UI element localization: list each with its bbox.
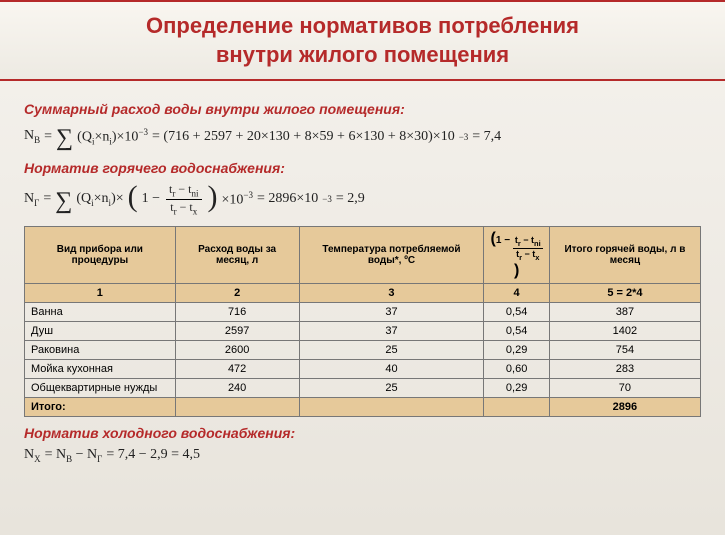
page-title: Определение нормативов потребления внутр… [20,12,705,69]
total-value: 2896 [549,397,700,416]
cell-hot: 70 [549,378,700,397]
cell-coef: 0,54 [484,302,549,321]
table-index-row: 1 2 3 4 5 = 2*4 [25,283,701,302]
cell-coef: 0,54 [484,321,549,340]
cell-name: Душ [25,321,176,340]
cell-hot: 387 [549,302,700,321]
cell-hot: 1402 [549,321,700,340]
cell-hot: 283 [549,359,700,378]
cell-name: Раковина [25,340,176,359]
idx-4: 4 [484,283,549,302]
idx-3: 3 [299,283,484,302]
col-coef: (1 − tr − tni tr − tx ) [484,227,549,284]
idx-5: 5 = 2*4 [549,283,700,302]
content-area: Суммарный расход воды внутри жилого поме… [0,81,725,481]
cell-flow: 716 [175,302,299,321]
sum-arg: (Qi×ni)×10−3 [77,127,148,146]
total-blank-2 [299,397,484,416]
var-nb: NВ [24,128,40,145]
cell-name: Ванна [25,302,176,321]
cell-temp: 37 [299,321,484,340]
col-flow: Расход воды за месяц, л [175,227,299,284]
mid-2: = 2896×10 [257,191,318,207]
idx-2: 2 [175,283,299,302]
total-blank-1 [175,397,299,416]
cell-temp: 25 [299,340,484,359]
idx-1: 1 [25,283,176,302]
table-header-row: Вид прибора или процедуры Расход воды за… [25,227,701,284]
sigma-icon: ∑ [56,125,73,152]
paren-left-icon: ( [128,180,138,214]
paren-right-icon: ) [208,180,218,214]
var-ng: NГ [24,191,39,208]
title-band: Определение нормативов потребления внутр… [0,0,725,81]
var-nx: NХ [24,447,41,464]
sigma-icon: ∑ [55,188,72,215]
cell-temp: 37 [299,302,484,321]
cell-coef: 0,60 [484,359,549,378]
sum-arg-2: (Qi×ni)× [76,191,123,208]
table-row: Раковина2600250,29754 [25,340,701,359]
table-row: Мойка кухонная472400,60283 [25,359,701,378]
cell-hot: 754 [549,340,700,359]
result-2: = 2,9 [336,191,365,207]
col-hot: Итого горячей воды, л в месяц [549,227,700,284]
times-exp: ×10−3 [222,190,253,209]
title-line2: внутри жилого помещения [216,42,509,67]
consumption-table: Вид прибора или процедуры Расход воды за… [24,226,701,417]
cell-coef: 0,29 [484,378,549,397]
total-label: Итого: [25,397,176,416]
exp-1: −3 [459,132,469,142]
formula-hot-water: NГ = ∑ (Qi×ni)× ( 1 − tr − tni tr − tx )… [24,182,701,216]
cell-name: Мойка кухонная [25,359,176,378]
section3-heading: Норматив холодного водоснабжения: [24,425,701,441]
expr-numbers: = (716 + 2597 + 20×130 + 8×59 + 6×130 + … [152,129,455,145]
table-row: Общеквартирные нужды240250,2970 [25,378,701,397]
col-temp: Температура потребляемой воды*, ºС [299,227,484,284]
col-device: Вид прибора или процедуры [25,227,176,284]
equals-sign: = [43,191,51,207]
fraction-temp: tr − tni tr − tx [166,182,201,216]
eq: = NВ − NГ [45,447,103,464]
table-row: Душ2597370,541402 [25,321,701,340]
one-minus: 1 − [142,191,160,207]
cell-name: Общеквартирные нужды [25,378,176,397]
cell-flow: 472 [175,359,299,378]
table-body: Ванна716370,54387Душ2597370,541402Ракови… [25,302,701,397]
result-3: = 7,4 − 2,9 = 4,5 [106,447,200,463]
result-1: = 7,4 [472,129,501,145]
cell-flow: 2600 [175,340,299,359]
cell-flow: 240 [175,378,299,397]
cell-coef: 0,29 [484,340,549,359]
cell-temp: 25 [299,378,484,397]
total-blank-3 [484,397,549,416]
section1-heading: Суммарный расход воды внутри жилого поме… [24,101,701,117]
exp-2: −3 [322,194,332,204]
equals-sign: = [44,129,52,145]
formula-cold-water: NХ = NВ − NГ = 7,4 − 2,9 = 4,5 [24,447,701,464]
table-row: Ванна716370,54387 [25,302,701,321]
table-total-row: Итого: 2896 [25,397,701,416]
title-line1: Определение нормативов потребления [146,13,579,38]
formula-total-water: NВ = ∑ (Qi×ni)×10−3 = (716 + 2597 + 20×1… [24,123,701,150]
cell-temp: 40 [299,359,484,378]
cell-flow: 2597 [175,321,299,340]
section2-heading: Норматив горячего водоснабжения: [24,160,701,176]
